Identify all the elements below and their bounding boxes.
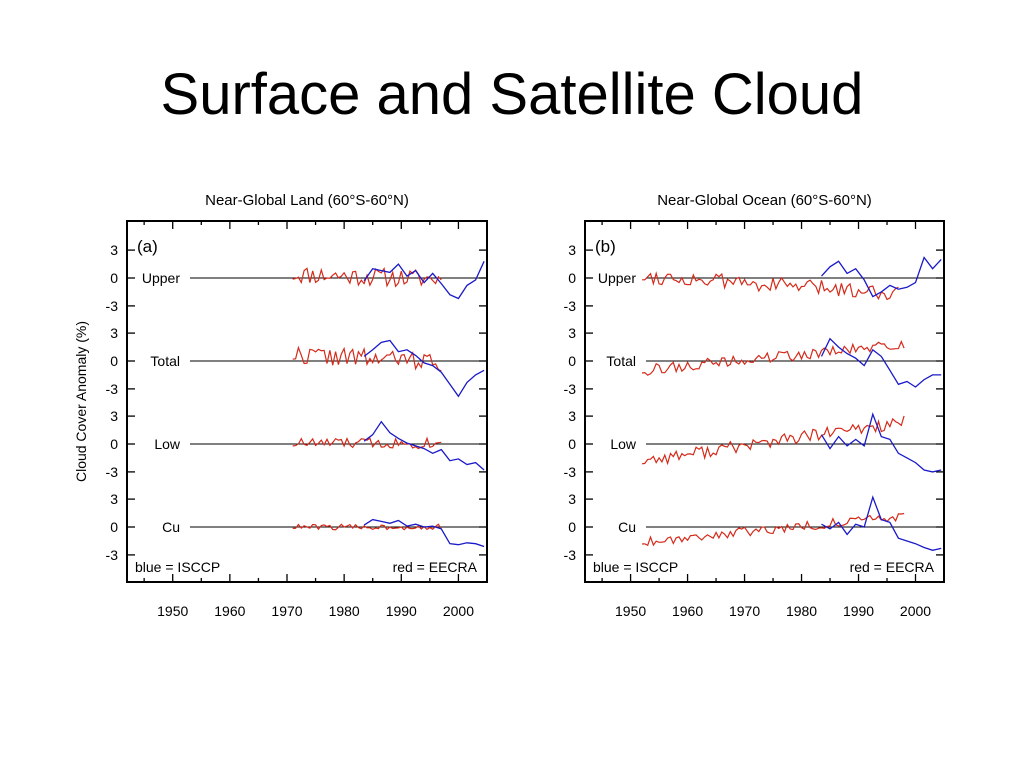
legend-eecra: red = EECRA: [393, 559, 478, 575]
y-tick-label: -3: [106, 464, 119, 480]
y-tick-label: 3: [110, 491, 118, 507]
x-tick-label: 2000: [443, 603, 474, 619]
y-tick-label: 3: [568, 491, 576, 507]
isccp-series-line: [821, 495, 942, 551]
isccp-series-line: [363, 420, 485, 471]
legend-eecra: red = EECRA: [850, 559, 935, 575]
group-label: Total: [606, 353, 636, 369]
isccp-series-line: [363, 261, 485, 300]
eecra-series-line: [642, 271, 899, 301]
group-label: Low: [610, 436, 637, 452]
x-tick-label: 1970: [729, 603, 760, 619]
y-tick-label: 3: [110, 325, 118, 341]
group-label: Upper: [142, 270, 180, 286]
x-tick-label: 1950: [615, 603, 646, 619]
plot-frame: [584, 220, 945, 583]
eecra-series-line: [292, 523, 442, 531]
y-tick-label: -3: [106, 547, 119, 563]
chart-panel-0: Near-Global Land (60°S-60°N) Cloud Cover …: [73, 192, 488, 619]
eecra-series-line: [641, 415, 905, 466]
y-tick-label: -3: [564, 547, 577, 563]
group-label: Cu: [162, 519, 180, 535]
y-tick-label: 0: [568, 270, 576, 286]
y-tick-label: -3: [106, 381, 119, 397]
y-tick-label: 0: [110, 519, 118, 535]
y-tick-label: 0: [110, 436, 118, 452]
chart-panel-1: Near-Global Ocean (60°S-60°N) 1950 1960 197…: [564, 192, 945, 619]
group-label: Low: [154, 436, 181, 452]
isccp-series-line: [363, 339, 485, 398]
isccp-series-line: [821, 256, 942, 298]
y-tick-label: -3: [564, 298, 577, 314]
y-tick-label: 3: [110, 408, 118, 424]
isccp-series-line: [363, 518, 485, 548]
x-tick-label: 1960: [672, 603, 703, 619]
legend-isccp: blue = ISCCP: [135, 559, 220, 575]
x-tick-label: 1960: [214, 603, 245, 619]
chart-title: Near-Global Land (60°S-60°N): [205, 192, 409, 209]
isccp-series-line: [820, 337, 942, 388]
group-label: Upper: [598, 270, 636, 286]
y-tick-label: 3: [568, 325, 576, 341]
y-tick-label: -3: [564, 464, 577, 480]
eecra-series-line: [641, 512, 905, 547]
panel-label: (b): [595, 237, 616, 256]
legend-isccp: blue = ISCCP: [593, 559, 678, 575]
eecra-series-line: [292, 436, 442, 450]
y-tick-label: 0: [110, 270, 118, 286]
y-tick-label: -3: [106, 298, 119, 314]
y-tick-label: 0: [568, 436, 576, 452]
x-tick-label: 1970: [271, 603, 302, 619]
y-tick-label: 3: [568, 408, 576, 424]
y-axis-label: Cloud Cover Anomaly (%): [73, 321, 89, 482]
y-tick-label: -3: [564, 381, 577, 397]
y-tick-label: 0: [110, 353, 118, 369]
chart-title: Near-Global Ocean (60°S-60°N): [657, 192, 872, 209]
y-tick-label: 0: [568, 519, 576, 535]
panel-label: (a): [137, 237, 158, 256]
y-tick-label: 3: [568, 242, 576, 258]
x-tick-label: 1990: [843, 603, 874, 619]
slide-title: Surface and Satellite Cloud: [160, 62, 864, 127]
eecra-series-line: [641, 339, 905, 376]
group-label: Cu: [618, 519, 636, 535]
x-tick-label: 1980: [786, 603, 817, 619]
isccp-series-line: [820, 412, 942, 473]
group-label: Total: [150, 353, 180, 369]
x-tick-label: 2000: [900, 603, 931, 619]
y-tick-label: 0: [568, 353, 576, 369]
plot-frame: [126, 220, 488, 583]
x-tick-label: 1950: [157, 603, 188, 619]
x-tick-label: 1990: [386, 603, 417, 619]
x-tick-label: 1980: [329, 603, 360, 619]
eecra-series-line: [292, 345, 442, 372]
y-tick-label: 3: [110, 242, 118, 258]
